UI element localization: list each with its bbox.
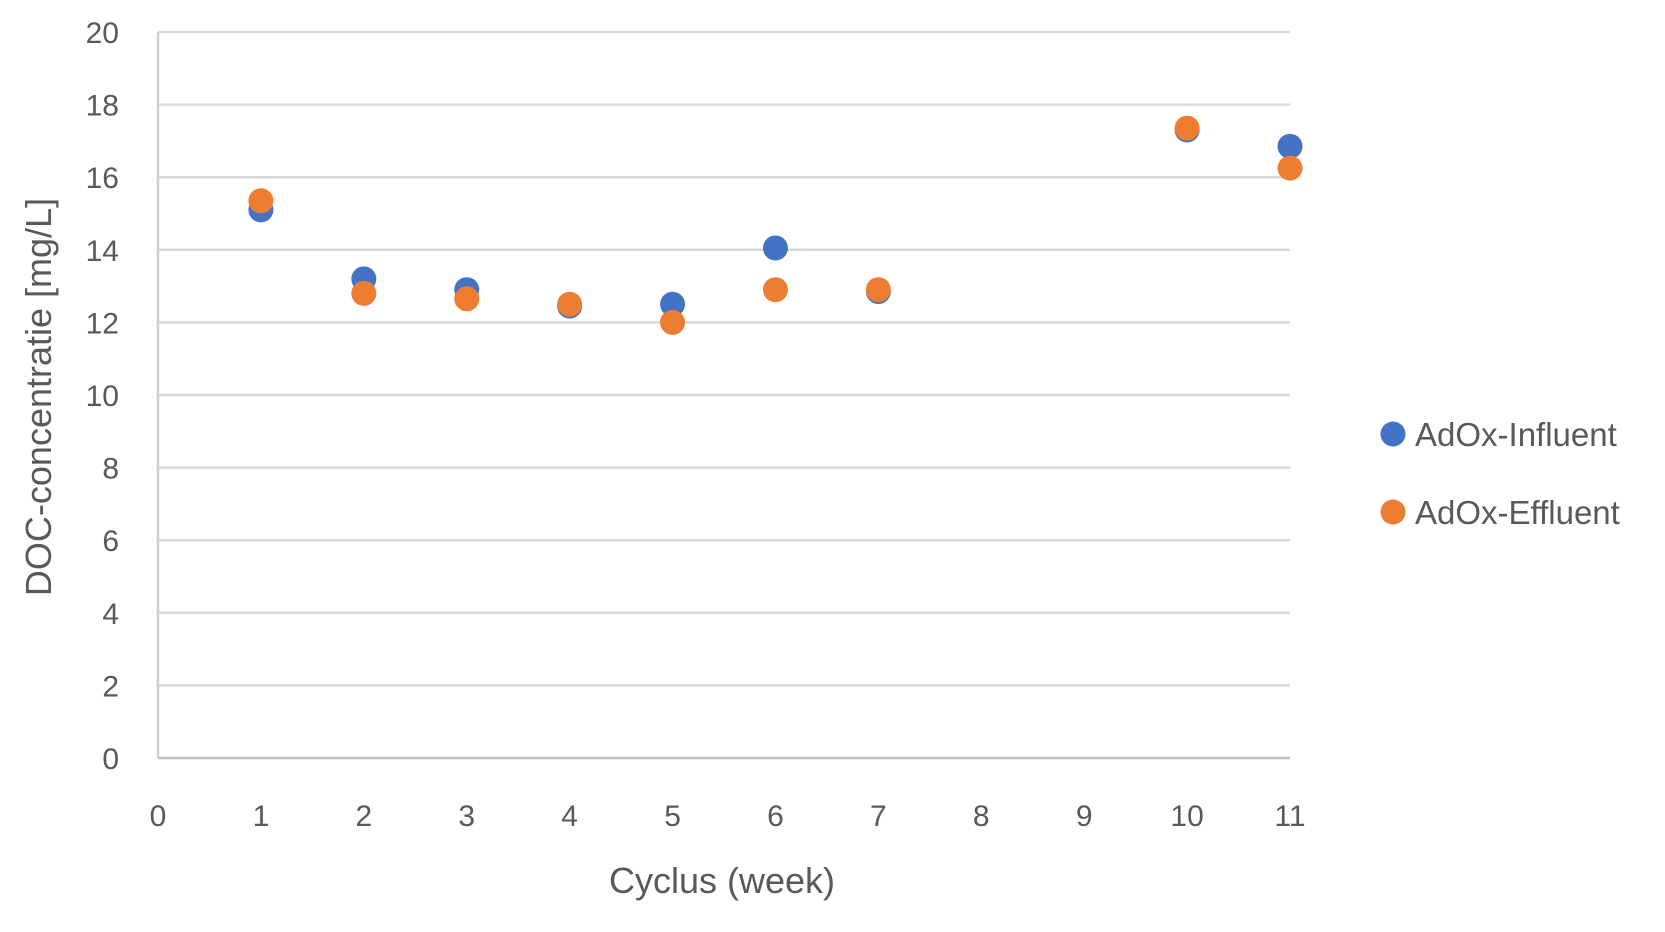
legend-label: AdOx-Effluent (1415, 494, 1620, 531)
x-tick-label: 6 (767, 800, 784, 833)
x-tick-label: 2 (355, 800, 372, 833)
y-tick-label: 0 (102, 743, 119, 776)
x-tick-label: 4 (561, 800, 578, 833)
x-axis-title: Cyclus (week) (609, 860, 835, 901)
gridlines (158, 30, 1290, 687)
y-tick-labels: 0 2 4 6 8 10 12 14 16 18 20 (86, 17, 119, 776)
data-points (248, 115, 1303, 335)
data-point-adox-effluent (1174, 115, 1200, 141)
data-point-adox-influent (660, 291, 686, 317)
x-tick-label: 0 (150, 800, 167, 833)
x-tick-label: 11 (1274, 800, 1305, 833)
y-tick-label: 14 (86, 235, 119, 268)
x-tick-label: 10 (1170, 800, 1203, 833)
y-tick-label: 8 (102, 453, 119, 486)
data-point-adox-influent (762, 235, 788, 261)
legend-marker (1380, 421, 1406, 447)
y-tick-label: 2 (102, 670, 119, 703)
y-tick-label: 6 (102, 525, 119, 558)
data-point-adox-effluent (762, 277, 788, 303)
data-point-adox-influent (1277, 133, 1303, 159)
data-point-adox-effluent (248, 188, 274, 214)
y-axis-title: DOC-concentratie [mg/L] (18, 198, 59, 596)
data-point-adox-effluent (1277, 155, 1303, 181)
data-point-adox-effluent (660, 309, 686, 335)
y-tick-label: 18 (86, 90, 119, 123)
y-tick-label: 12 (86, 307, 119, 340)
data-point-adox-effluent (557, 291, 583, 317)
data-point-adox-effluent (351, 280, 377, 306)
y-tick-label: 20 (86, 17, 119, 50)
data-point-adox-effluent (454, 286, 480, 312)
data-point-adox-effluent (865, 277, 891, 303)
x-tick-label: 3 (458, 800, 475, 833)
legend-label: AdOx-Influent (1415, 416, 1617, 453)
axes (156, 32, 1290, 760)
y-tick-label: 4 (102, 598, 119, 631)
x-tick-label: 9 (1076, 800, 1093, 833)
x-tick-label: 5 (664, 800, 681, 833)
legend: AdOx-Influent AdOx-Effluent (1380, 416, 1620, 531)
y-tick-label: 10 (86, 380, 119, 413)
y-tick-label: 16 (86, 162, 119, 195)
x-tick-label: 1 (253, 800, 270, 833)
x-tick-labels: 0 1 2 3 4 5 6 7 8 9 10 11 (150, 800, 1306, 833)
legend-marker (1380, 499, 1406, 525)
x-tick-label: 8 (973, 800, 990, 833)
x-tick-label: 7 (870, 800, 887, 833)
